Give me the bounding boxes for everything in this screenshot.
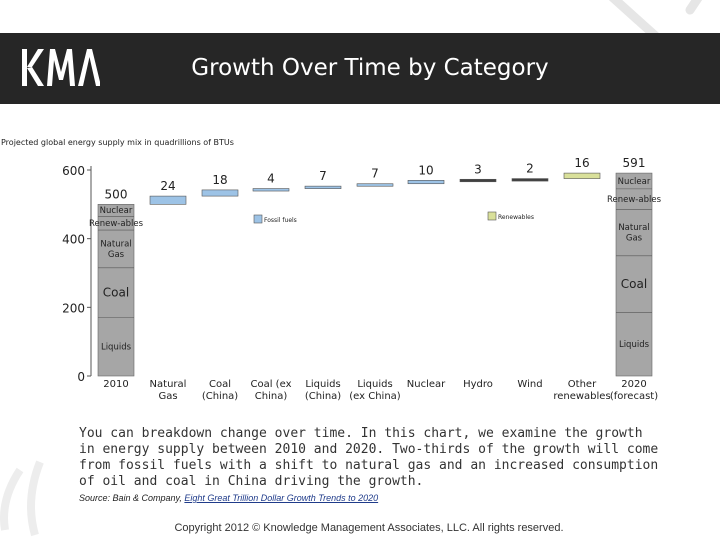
segment-label: Gas xyxy=(108,250,125,260)
segment-label: Nuclear xyxy=(100,206,133,216)
increment-value-label: 18 xyxy=(212,173,227,187)
increment-bar xyxy=(407,179,445,185)
segment-label: Gas xyxy=(626,234,643,244)
y-tick-label: 600 xyxy=(62,164,85,178)
increment-bar xyxy=(149,195,187,205)
increment-value-label: 16 xyxy=(574,156,589,170)
y-tick-label: 0 xyxy=(77,370,85,384)
category-label: Natural xyxy=(150,379,187,390)
total-bar xyxy=(615,172,653,377)
body-text: You can breakdown change over time. In t… xyxy=(79,426,659,489)
legend-swatch xyxy=(253,214,263,224)
segment-label: Liquids xyxy=(101,343,132,353)
source-note: Source: Bain & Company, Eight Great Tril… xyxy=(79,493,378,503)
increment-bar xyxy=(304,185,342,189)
category-label: Coal (ex xyxy=(251,379,292,390)
category-label: Gas xyxy=(158,391,177,402)
total-value-label: 500 xyxy=(105,187,128,201)
legend-label: Fossil fuels xyxy=(264,217,297,224)
segment-label: Renew-ables xyxy=(607,195,662,205)
increment-bar xyxy=(563,172,601,179)
category-label: 2020 xyxy=(621,379,646,390)
category-label: (China) xyxy=(202,391,238,402)
category-label: Liquids xyxy=(305,379,340,390)
increment-bar xyxy=(459,178,497,183)
total-value-label: 591 xyxy=(623,156,646,170)
increment-value-label: 4 xyxy=(267,172,275,186)
slide-title: Growth Over Time by Category xyxy=(191,55,549,81)
slide-header: Growth Over Time by Category xyxy=(0,33,720,104)
y-tick-label: 400 xyxy=(62,233,85,247)
segment-label: Coal xyxy=(621,277,647,291)
kma-logo xyxy=(22,49,100,86)
category-label: Coal xyxy=(209,379,231,390)
category-label: Other xyxy=(568,379,597,390)
category-label: 2010 xyxy=(103,379,128,390)
total-bar xyxy=(97,204,135,377)
category-label: (ex China) xyxy=(349,391,401,402)
increment-value-label: 3 xyxy=(474,162,482,176)
category-label: Hydro xyxy=(463,379,493,390)
increment-value-label: 24 xyxy=(160,179,175,193)
category-label: Liquids xyxy=(357,379,392,390)
segment-label: Natural xyxy=(100,240,131,250)
increment-bar xyxy=(511,178,549,182)
category-label: Nuclear xyxy=(407,379,446,390)
y-tick-label: 200 xyxy=(62,301,85,315)
category-label: Wind xyxy=(517,379,542,390)
category-label: (forecast) xyxy=(610,391,658,402)
energy-supply-waterfall-chart: Projected global energy supply mix in qu… xyxy=(1,138,662,402)
segment-label: Coal xyxy=(103,286,129,300)
segment-label: Natural xyxy=(618,223,649,233)
increment-bar xyxy=(252,188,290,192)
copyright-text: Copyright 2012 © Knowledge Management As… xyxy=(174,522,564,534)
category-label: (China) xyxy=(305,391,341,402)
increment-bar xyxy=(356,183,394,187)
source-prefix: Source: Bain & Company, xyxy=(79,493,185,503)
segment-label: Renew-ables xyxy=(89,219,144,229)
increment-bar xyxy=(201,189,239,197)
increment-value-label: 7 xyxy=(319,169,327,183)
chart-subtitle: Projected global energy supply mix in qu… xyxy=(1,138,234,147)
legend-swatch xyxy=(487,211,497,221)
segment-label: Nuclear xyxy=(618,177,651,187)
source-link[interactable]: Eight Great Trillion Dollar Growth Trend… xyxy=(184,493,379,503)
increment-value-label: 2 xyxy=(526,162,534,176)
category-label: renewables xyxy=(553,391,610,402)
category-label: China) xyxy=(255,391,288,402)
segment-label: Liquids xyxy=(619,340,650,350)
legend-label: Renewables xyxy=(498,214,534,221)
increment-value-label: 10 xyxy=(418,163,433,177)
increment-value-label: 7 xyxy=(371,167,379,181)
